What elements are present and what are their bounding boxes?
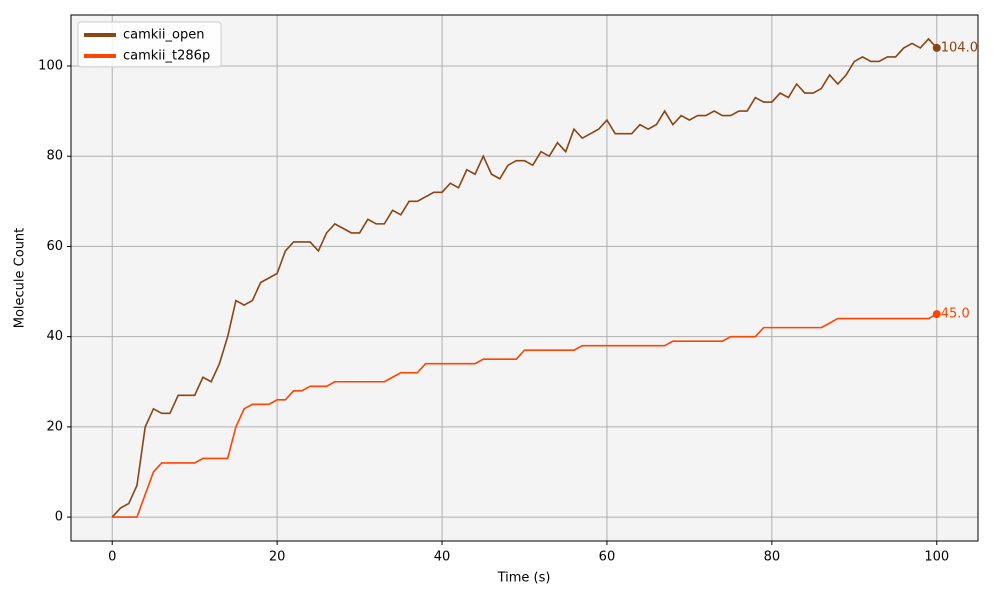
legend-label: camkii_t286p [123, 49, 210, 64]
x-tick-label: 20 [269, 550, 286, 565]
x-tick-label: 40 [434, 550, 451, 565]
y-tick-label: 40 [46, 329, 63, 344]
line [111, 37, 938, 518]
end-label: 45.0 [941, 307, 970, 322]
line [112, 313, 938, 518]
plot-frame [70, 14, 979, 542]
y-tick-label: 100 [38, 58, 63, 73]
end-marker [932, 43, 941, 52]
end-label: 104.0 [941, 40, 978, 55]
x-tick-label: 60 [599, 550, 616, 565]
y-tick-label: 20 [46, 419, 63, 434]
y-tick-label: 80 [46, 149, 63, 164]
end-marker [932, 310, 941, 319]
x-tick-label: 80 [764, 550, 781, 565]
y-tick-label: 60 [46, 239, 63, 254]
y-axis-label: Molecule Count [13, 228, 28, 329]
plot-area [71, 15, 978, 541]
x-tick-label: 100 [924, 550, 949, 565]
x-tick-label: 0 [108, 550, 116, 565]
x-axis-label: Time (s) [497, 571, 551, 586]
legend-label: camkii_open [123, 28, 204, 43]
y-tick-label: 0 [55, 510, 63, 525]
